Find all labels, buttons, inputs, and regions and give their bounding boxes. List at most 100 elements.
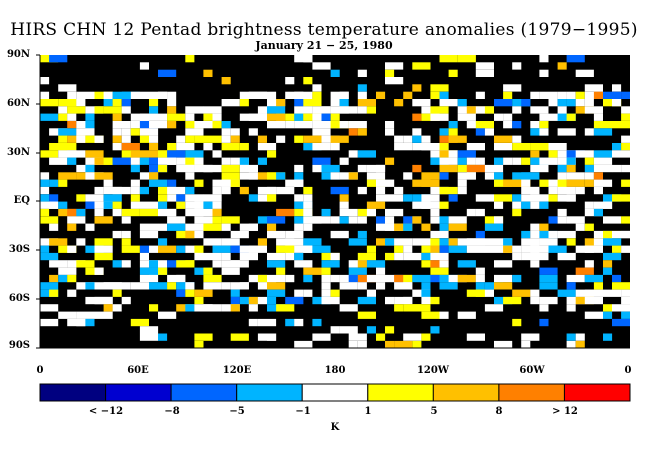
anomaly-cell [76,128,95,136]
anomaly-cell [357,91,367,99]
anomaly-cell [439,91,449,99]
anomaly-cell [121,296,131,305]
anomaly-cell [548,91,558,99]
anomaly-cell [385,216,395,224]
anomaly-cell [194,289,213,297]
anomaly-cell [330,143,340,151]
anomaly-cell [557,186,576,195]
anomaly-cell [58,128,77,136]
anomaly-cell [530,91,540,99]
colorbar-unit: K [330,422,340,433]
anomaly-cell [376,164,386,173]
anomaly-cell [357,84,367,92]
anomaly-cell [584,99,594,107]
anomaly-cell [448,135,467,143]
anomaly-cell [49,260,68,268]
anomaly-cell [584,84,603,92]
anomaly-cell [267,186,277,195]
anomaly-cell [194,121,213,129]
anomaly-cell [521,179,531,187]
anomaly-cell [40,172,50,180]
anomaly-cell [85,150,104,158]
anomaly-cell [303,55,313,63]
anomaly-cell [521,201,531,209]
anomaly-cell [439,55,458,63]
anomaly-cell [403,296,413,305]
anomaly-cell [376,186,386,195]
colorbar-swatch [563,383,631,402]
anomaly-cell [58,143,77,151]
anomaly-cell [167,150,186,158]
anomaly-cell [185,186,195,195]
lat-label-eq: EQ [13,195,30,206]
anomaly-cell [185,230,195,239]
anomaly-cell [194,296,204,305]
anomaly-cell [185,164,195,173]
anomaly-cell [539,238,558,246]
anomaly-cell [212,208,222,217]
anomaly-cell [539,304,549,312]
anomaly-cell [494,216,504,224]
anomaly-cell [621,230,630,239]
map-title: HIRS CHN 12 Pentad brightness temperatur… [10,20,638,40]
lon-label-0: 0 [36,365,44,376]
anomaly-cell [85,164,95,173]
anomaly-cell [158,260,168,268]
anomaly-cell [130,201,149,209]
anomaly-cell [512,208,522,217]
anomaly-cell [94,172,113,180]
colorbar-swatch [498,383,565,402]
lat-label-30n: 30N [6,147,30,158]
anomaly-cell [330,289,340,297]
anomaly-cell [494,260,513,268]
anomaly-cell [112,260,122,268]
anomaly-cell [194,179,204,187]
anomaly-cell [58,274,68,283]
anomaly-cell [385,157,395,165]
anomaly-cell [321,274,331,283]
anomaly-cell [421,223,431,231]
anomaly-cell [475,289,485,297]
anomaly-cell [221,128,231,136]
anomaly-cell [439,172,449,180]
anomaly-cell [221,99,240,107]
anomaly-cell [612,245,622,253]
anomaly-cell [548,143,567,151]
anomaly-cell [112,113,122,121]
anomaly-cell [321,164,340,173]
anomaly-cell [330,216,340,224]
anomaly-cell [221,267,240,275]
anomaly-cell [593,157,613,165]
anomaly-cell [430,296,440,305]
anomaly-cell [112,128,122,136]
anomaly-cell [385,69,395,77]
anomaly-cell [403,282,413,290]
anomaly-cell [385,340,395,349]
anomaly-cell [448,150,458,158]
anomaly-cell [40,77,50,85]
anomaly-cell [612,84,622,92]
anomaly-cell [412,216,422,224]
anomaly-cell [40,99,59,107]
anomaly-cell [457,260,476,268]
anomaly-cell [503,91,513,99]
anomaly-cell [566,194,576,202]
anomaly-cell [521,340,531,349]
anomaly-cell [575,186,585,195]
anomaly-cell [421,135,431,143]
anomaly-cell [575,267,594,275]
anomaly-cell [603,311,613,319]
anomaly-cell [448,194,458,202]
anomaly-cell [439,216,449,224]
anomaly-cell [294,113,304,121]
anomaly-cell [312,113,322,121]
anomaly-cell [612,304,630,312]
anomaly-cell [130,186,140,195]
anomaly-cell [403,333,422,341]
anomaly-cell [176,304,195,312]
anomaly-cell [494,282,513,290]
anomaly-cell [167,113,186,121]
anomaly-cell [530,164,549,173]
anomaly-cell [212,113,222,121]
